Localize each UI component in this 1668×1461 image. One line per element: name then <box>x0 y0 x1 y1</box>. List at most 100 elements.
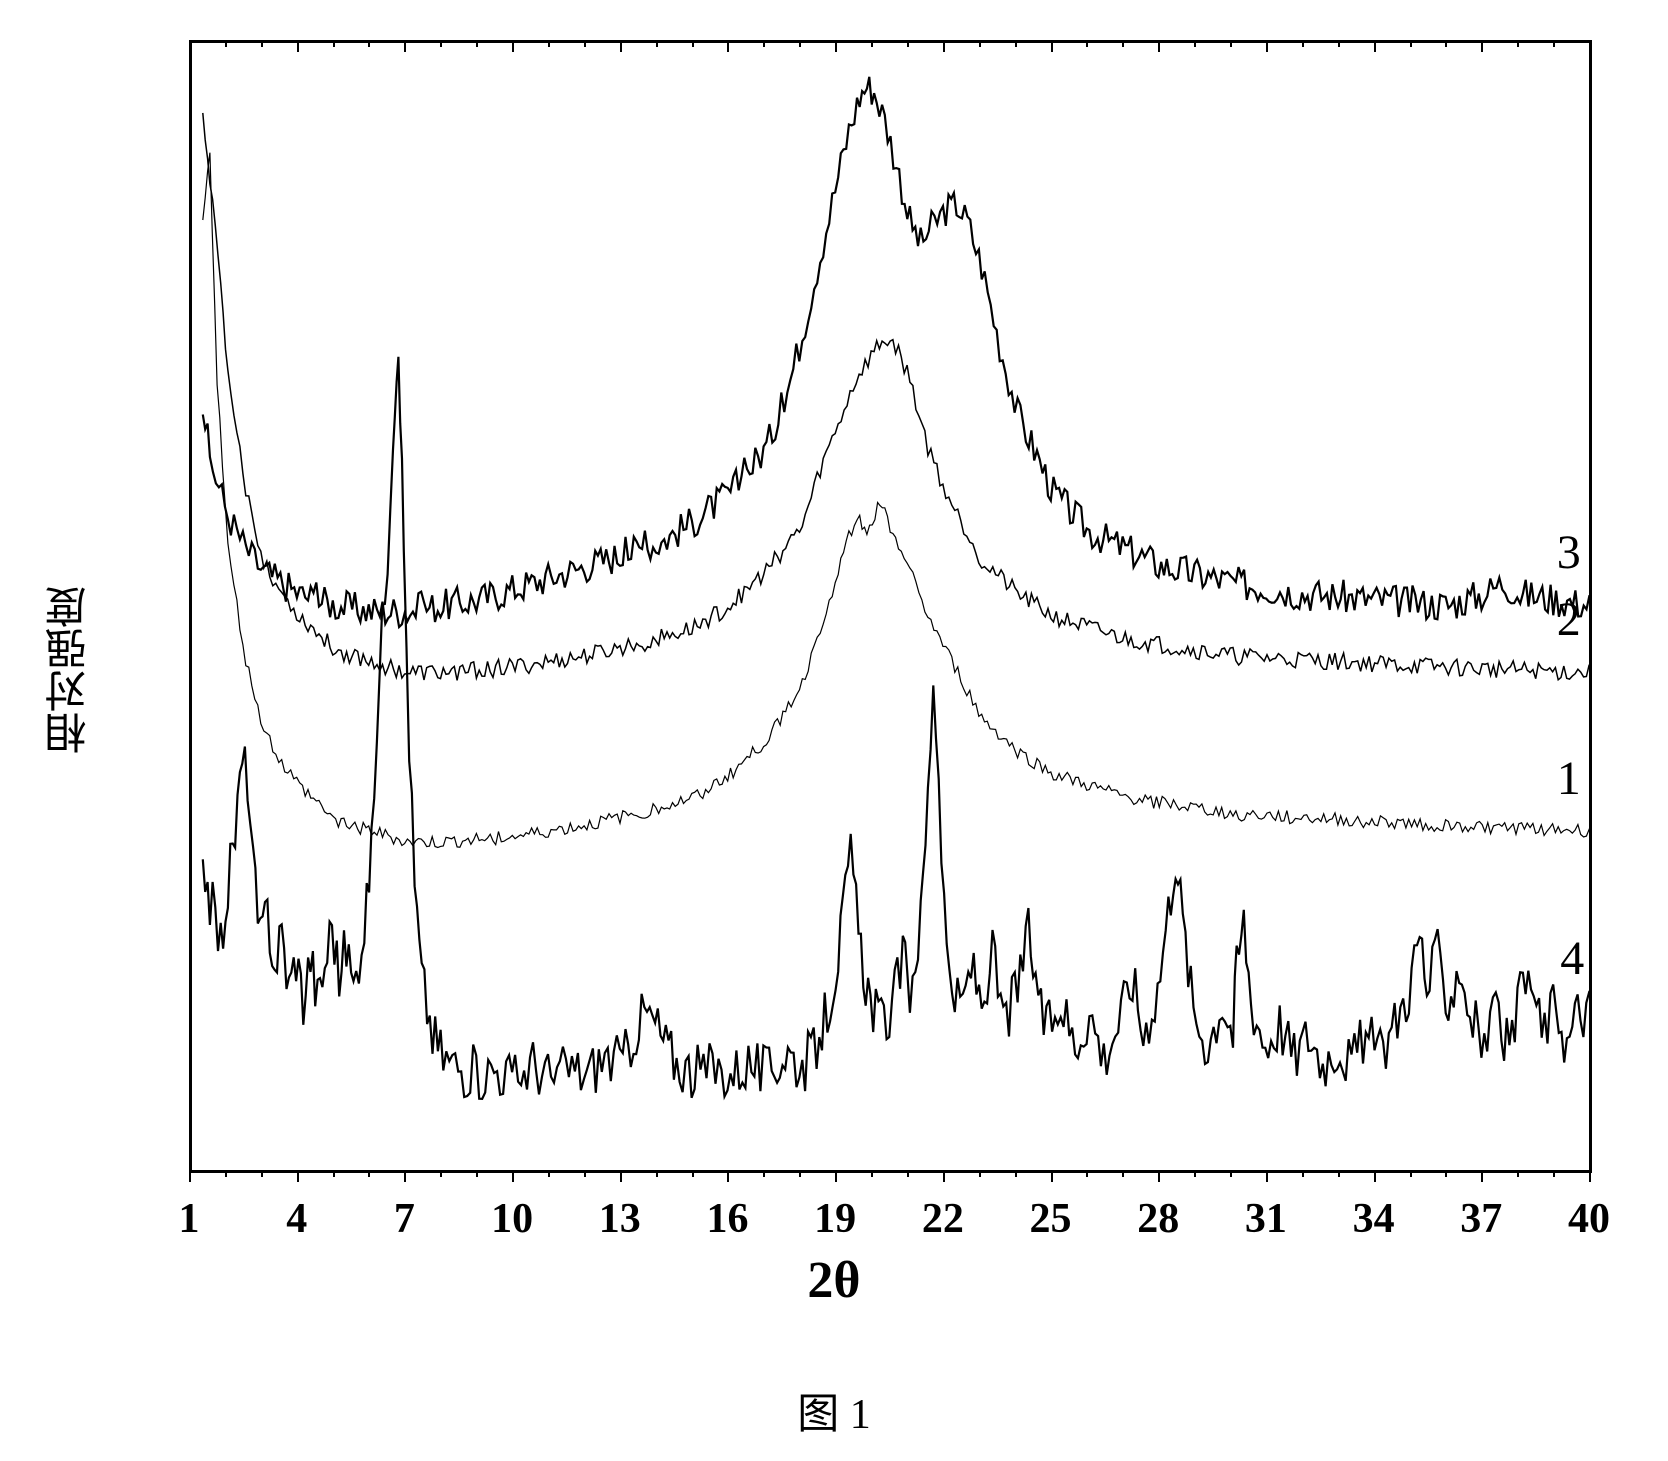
x-minor-tick-top <box>907 40 909 47</box>
x-minor-tick <box>907 1170 909 1177</box>
x-minor-tick-top <box>225 40 227 47</box>
x-minor-tick-top <box>368 40 370 47</box>
x-tick <box>404 1170 406 1182</box>
x-tick-top <box>404 40 406 52</box>
x-minor-tick <box>1302 1170 1304 1177</box>
x-minor-tick <box>871 1170 873 1177</box>
x-minor-tick-top <box>1194 40 1196 47</box>
x-minor-tick-top <box>548 40 550 47</box>
x-tick-label: 28 <box>1137 1195 1179 1243</box>
x-minor-tick-top <box>584 40 586 47</box>
x-tick-label: 19 <box>814 1195 856 1243</box>
x-tick <box>1589 1170 1591 1182</box>
x-axis-ticks: 1471013161922252831343740 <box>189 1170 1589 1250</box>
x-tick <box>512 1170 514 1182</box>
x-tick-top <box>835 40 837 52</box>
series-1 <box>203 153 1592 848</box>
x-tick-top <box>512 40 514 52</box>
x-minor-tick-top <box>692 40 694 47</box>
x-minor-tick-top <box>476 40 478 47</box>
series-label-4: 4 <box>1560 931 1584 986</box>
x-tick <box>1374 1170 1376 1182</box>
series-label-1: 1 <box>1557 751 1581 806</box>
x-tick <box>1051 1170 1053 1182</box>
x-minor-tick <box>261 1170 263 1177</box>
x-minor-tick <box>333 1170 335 1177</box>
x-tick-label: 37 <box>1460 1195 1502 1243</box>
x-tick-top <box>189 40 191 52</box>
x-tick <box>1158 1170 1160 1182</box>
y-axis-label: 相对强度 <box>39 586 100 754</box>
x-minor-tick-top <box>763 40 765 47</box>
plot-border-right <box>1589 40 1592 1170</box>
x-minor-tick <box>656 1170 658 1177</box>
x-minor-tick-top <box>1122 40 1124 47</box>
x-tick-label: 7 <box>394 1195 415 1243</box>
x-minor-tick-top <box>1553 40 1555 47</box>
x-minor-tick-top <box>799 40 801 47</box>
x-tick-label: 13 <box>599 1195 641 1243</box>
x-minor-tick <box>548 1170 550 1177</box>
x-minor-tick <box>1086 1170 1088 1177</box>
x-minor-tick-top <box>979 40 981 47</box>
plot-svg <box>192 40 1592 1170</box>
x-axis-label: 2θ <box>807 1251 860 1310</box>
x-minor-tick <box>1015 1170 1017 1177</box>
x-tick-top <box>1481 40 1483 52</box>
x-tick-top <box>1051 40 1053 52</box>
series-label-2: 2 <box>1557 592 1581 647</box>
x-tick-label: 40 <box>1568 1195 1610 1243</box>
x-tick-top <box>1158 40 1160 52</box>
x-minor-tick-top <box>261 40 263 47</box>
x-tick-label: 34 <box>1353 1195 1395 1243</box>
x-minor-tick <box>1553 1170 1555 1177</box>
x-minor-tick-top <box>871 40 873 47</box>
series-4 <box>203 357 1592 1099</box>
x-tick-label: 16 <box>706 1195 748 1243</box>
x-tick-label: 22 <box>922 1195 964 1243</box>
x-tick-top <box>943 40 945 52</box>
x-minor-tick-top <box>440 40 442 47</box>
x-tick-label: 10 <box>491 1195 533 1243</box>
x-tick <box>620 1170 622 1182</box>
x-minor-tick-top <box>1445 40 1447 47</box>
x-tick-top <box>1589 40 1591 52</box>
x-tick <box>1266 1170 1268 1182</box>
series-label-3: 3 <box>1557 525 1581 580</box>
x-minor-tick <box>1122 1170 1124 1177</box>
x-tick-top <box>1374 40 1376 52</box>
x-minor-tick-top <box>1086 40 1088 47</box>
x-minor-tick <box>440 1170 442 1177</box>
x-tick-top <box>620 40 622 52</box>
x-minor-tick-top <box>1517 40 1519 47</box>
x-minor-tick <box>1338 1170 1340 1177</box>
x-minor-tick <box>1410 1170 1412 1177</box>
x-tick-top <box>297 40 299 52</box>
x-minor-tick-top <box>1302 40 1304 47</box>
x-minor-tick-top <box>1230 40 1232 47</box>
x-minor-tick-top <box>656 40 658 47</box>
x-minor-tick <box>1230 1170 1232 1177</box>
x-minor-tick <box>763 1170 765 1177</box>
x-minor-tick <box>584 1170 586 1177</box>
x-minor-tick <box>1445 1170 1447 1177</box>
x-tick <box>297 1170 299 1182</box>
x-minor-tick <box>799 1170 801 1177</box>
x-tick <box>835 1170 837 1182</box>
x-tick <box>727 1170 729 1182</box>
x-tick-top <box>1266 40 1268 52</box>
x-tick-label: 31 <box>1245 1195 1287 1243</box>
x-minor-tick-top <box>1410 40 1412 47</box>
x-minor-tick <box>1517 1170 1519 1177</box>
x-tick-top <box>727 40 729 52</box>
x-tick <box>189 1170 191 1182</box>
x-minor-tick <box>1194 1170 1196 1177</box>
plot-area <box>189 40 1592 1173</box>
x-minor-tick-top <box>1338 40 1340 47</box>
x-minor-tick-top <box>1015 40 1017 47</box>
x-tick-label: 1 <box>179 1195 200 1243</box>
x-minor-tick <box>225 1170 227 1177</box>
x-minor-tick <box>476 1170 478 1177</box>
x-axis-ticks-top <box>189 40 1589 55</box>
x-minor-tick-top <box>333 40 335 47</box>
